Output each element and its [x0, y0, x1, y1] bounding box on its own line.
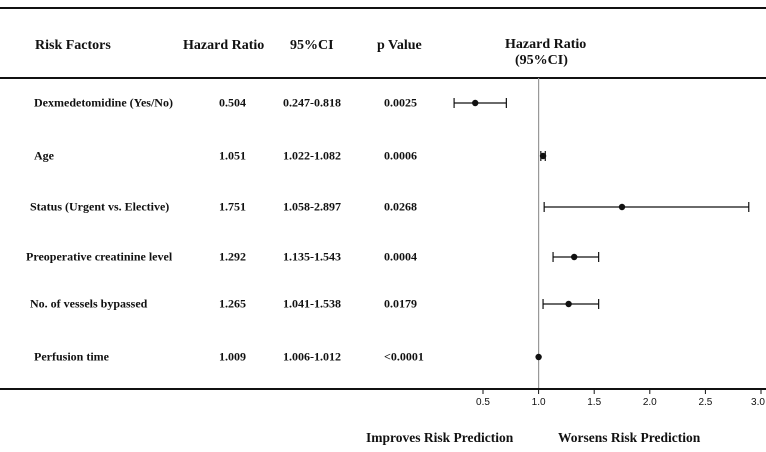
- header-p-value: p Value: [377, 38, 422, 53]
- risk-factor-label: Perfusion time: [34, 349, 109, 364]
- header-ci: 95%CI: [290, 38, 334, 53]
- plot-title-line1: Hazard Ratio: [505, 37, 587, 52]
- bottom-rule: [0, 388, 766, 390]
- x-tick-label: 1.5: [587, 397, 602, 408]
- p-value: 0.0004: [384, 249, 417, 264]
- ci-value: 1.041-1.538: [283, 296, 341, 311]
- risk-factor-label: Age: [34, 148, 54, 163]
- x-tick-label: 2.5: [698, 397, 713, 408]
- worsens-risk-label: Worsens Risk Prediction: [558, 430, 701, 445]
- p-value: 0.0006: [384, 148, 417, 163]
- point-estimate: [618, 203, 626, 211]
- hazard-ratio-value: 1.009: [219, 349, 246, 364]
- p-value: <0.0001: [384, 349, 424, 364]
- point-estimate: [539, 152, 547, 160]
- ci-value: 1.135-1.543: [283, 249, 341, 264]
- risk-factor-label: Dexmedetomidine (Yes/No): [34, 95, 173, 110]
- hazard-ratio-value: 1.051: [219, 148, 246, 163]
- x-tick-label: 1.0: [531, 397, 546, 408]
- hazard-ratio-value: 1.751: [219, 199, 246, 214]
- p-value: 0.0179: [384, 296, 417, 311]
- x-tick-label: 0.5: [476, 397, 490, 408]
- risk-factor-label: Status (Urgent vs. Elective): [30, 199, 170, 214]
- hazard-ratio-value: 1.265: [219, 296, 246, 311]
- risk-factor-label: No. of vessels bypassed: [30, 296, 148, 311]
- header-rule: [0, 77, 766, 79]
- ci-value: 1.006-1.012: [283, 349, 341, 364]
- point-estimate: [472, 99, 479, 107]
- p-value: 0.0268: [384, 199, 417, 214]
- ci-value: 1.022-1.082: [283, 148, 341, 163]
- x-tick-label: 2.0: [642, 397, 657, 408]
- improves-risk-label: Improves Risk Prediction: [366, 430, 514, 445]
- point-estimate: [570, 253, 578, 261]
- x-tick-label: 3.0: [751, 397, 765, 408]
- hazard-ratio-value: 1.292: [219, 249, 246, 264]
- plot-title-line2: (95%CI): [515, 53, 568, 68]
- header-risk-factors: Risk Factors: [35, 38, 111, 53]
- ci-value: 0.247-0.818: [283, 95, 341, 110]
- point-estimate: [565, 300, 572, 308]
- hazard-ratio-value: 0.504: [219, 95, 246, 110]
- p-value: 0.0025: [384, 95, 417, 110]
- header-hazard-ratio: Hazard Ratio: [183, 38, 265, 53]
- point-estimate: [535, 353, 542, 361]
- top-rule: [0, 7, 766, 9]
- risk-factor-label: Preoperative creatinine level: [26, 249, 173, 264]
- ci-value: 1.058-2.897: [283, 199, 341, 214]
